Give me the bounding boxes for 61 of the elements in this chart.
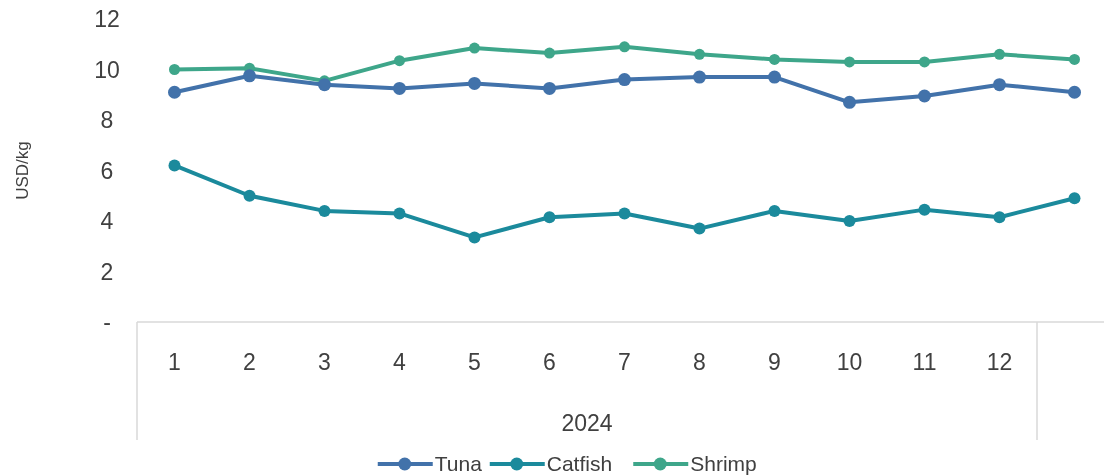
point xyxy=(393,207,406,220)
point xyxy=(993,78,1006,92)
point xyxy=(1068,192,1081,205)
point xyxy=(768,204,781,217)
point xyxy=(918,203,931,216)
point xyxy=(618,73,631,87)
point xyxy=(843,95,856,109)
x-tick-label: 5 xyxy=(468,349,481,376)
point xyxy=(844,56,855,68)
point xyxy=(544,47,555,59)
x-tick-label: 3 xyxy=(318,349,331,376)
point xyxy=(543,81,556,95)
point xyxy=(318,204,331,217)
x-tick-label: 4 xyxy=(393,349,407,376)
legend-label: Tuna xyxy=(434,452,483,475)
point xyxy=(993,211,1006,224)
x-tick-label: 10 xyxy=(836,349,863,376)
x-tick-label: 1 xyxy=(168,349,181,376)
point xyxy=(918,89,931,103)
y-tick-label: 2 xyxy=(100,258,114,285)
y-tick-label: 12 xyxy=(94,6,120,33)
point xyxy=(168,85,181,99)
x-axis-title: 2024 xyxy=(561,410,613,437)
y-tick-label: 8 xyxy=(100,107,114,134)
point xyxy=(394,55,405,67)
point xyxy=(768,70,781,84)
legend-label: Shrimp xyxy=(690,452,757,475)
point xyxy=(619,41,630,53)
point xyxy=(994,48,1005,60)
y-tick-label: 4 xyxy=(100,208,114,235)
point xyxy=(469,42,480,54)
point xyxy=(243,69,256,83)
x-tick-label: 9 xyxy=(768,349,781,376)
point xyxy=(543,211,556,224)
point xyxy=(169,64,180,75)
point xyxy=(694,48,705,60)
point xyxy=(468,76,481,90)
point xyxy=(468,231,481,244)
x-tick-label: 7 xyxy=(618,349,631,376)
x-tick-label: 8 xyxy=(693,349,706,376)
point xyxy=(919,56,930,68)
y-tick-label: 10 xyxy=(94,56,120,83)
y-axis-title: USD/kg xyxy=(13,141,32,200)
x-tick-label: 2 xyxy=(243,349,256,376)
x-tick-label: 11 xyxy=(912,349,937,376)
point xyxy=(693,70,706,84)
x-tick-label: 6 xyxy=(543,349,556,376)
x-tick-label: 12 xyxy=(986,349,1013,376)
y-tick-label: 6 xyxy=(100,157,114,184)
point xyxy=(843,215,856,227)
legend-label: Catfish xyxy=(546,452,613,475)
point xyxy=(168,159,181,172)
point xyxy=(393,81,406,95)
point xyxy=(1068,85,1081,99)
point xyxy=(318,78,331,92)
point xyxy=(769,53,780,65)
y-tick-label: - xyxy=(103,309,111,336)
point xyxy=(1069,53,1080,65)
point xyxy=(243,189,256,202)
point xyxy=(618,207,631,220)
point xyxy=(693,222,706,235)
